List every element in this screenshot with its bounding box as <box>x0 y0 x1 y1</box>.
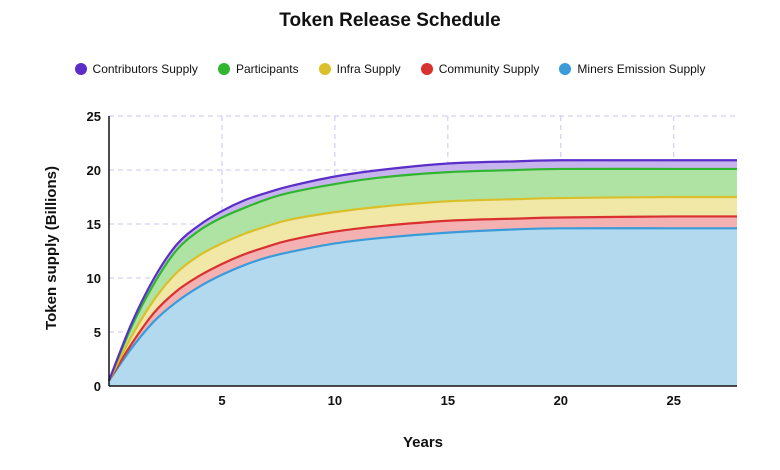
area-miners-emission-supply <box>109 228 737 386</box>
x-tick-15: 15 <box>441 393 455 408</box>
legend-swatch-contributors <box>74 63 87 75</box>
legend-label-infra: Infra Supply <box>336 62 401 76</box>
legend-label-miners: Miners Emission Supply <box>577 62 706 76</box>
x-axis-label: Years <box>403 434 443 451</box>
line-infra-supply <box>108 195 738 382</box>
legend-swatch-infra <box>318 63 331 75</box>
legend-item-participants: Participants <box>217 62 299 76</box>
x-tick-20: 20 <box>554 393 568 408</box>
y-tick-25: 25 <box>87 109 101 124</box>
legend-label-community: Community Supply <box>438 62 540 76</box>
legend-swatch-miners <box>559 63 572 75</box>
legend-swatch-community <box>420 63 433 75</box>
x-tick-10: 10 <box>328 393 342 408</box>
axes <box>108 116 737 387</box>
x-tick-25: 25 <box>667 393 681 408</box>
line-contributors-supply <box>107 159 737 382</box>
y-axis-label: Token supply (Billions) <box>43 166 60 330</box>
legend-item-contributors: Contributors Supply <box>74 62 198 76</box>
y-tick-5: 5 <box>94 325 101 340</box>
legend-item-infra: Infra Supply <box>318 62 401 76</box>
y-tick-15: 15 <box>87 217 101 232</box>
chart-title: Token Release Schedule <box>279 10 501 31</box>
y-tick-20: 20 <box>87 163 101 178</box>
y-tick-10: 10 <box>87 271 101 286</box>
y-tick-0: 0 <box>94 379 101 394</box>
line-community-supply <box>108 215 738 382</box>
legend-item-miners: Miners Emission Supply <box>559 62 705 76</box>
legend-swatch-participants <box>217 63 230 75</box>
legend-label-participants: Participants <box>235 62 299 76</box>
line-miners-emission-supply <box>108 227 737 382</box>
x-tick-5: 5 <box>218 393 225 408</box>
chart-legend: Contributors Supply Participants Infra S… <box>0 62 780 76</box>
line-layer <box>107 159 738 382</box>
legend-item-community: Community Supply <box>420 62 540 76</box>
legend-label-contributors: Contributors Supply <box>92 62 198 76</box>
tick-labels: 0 5 10 15 20 25 5 10 15 20 25 <box>87 109 681 408</box>
line-participants <box>107 167 737 382</box>
